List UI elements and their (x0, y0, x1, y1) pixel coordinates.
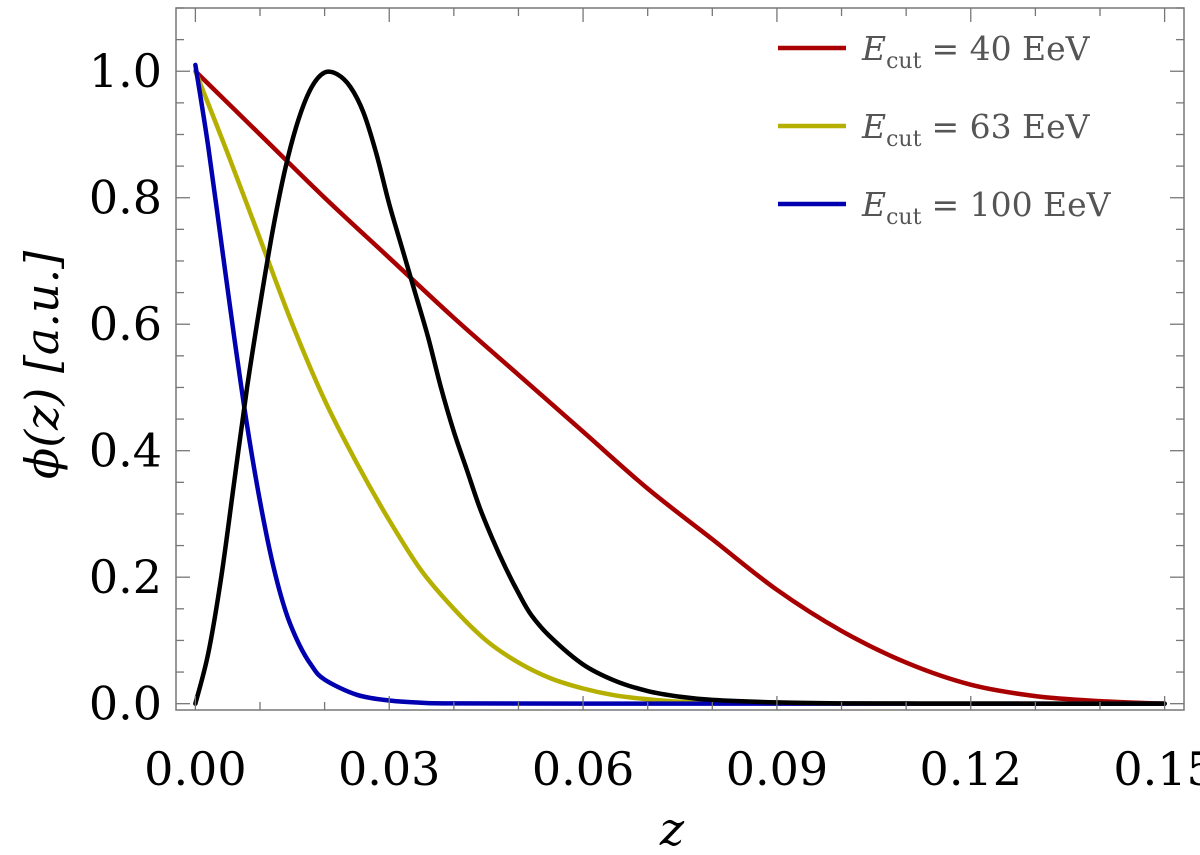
x-axis-label: z (659, 802, 685, 855)
series-line-1 (193, 68, 1167, 706)
y-tick-label: 0.0 (89, 677, 162, 731)
x-tick-label: 0.12 (920, 742, 1022, 796)
y-tick-label: 0.6 (89, 297, 162, 351)
series-layer (193, 62, 1167, 706)
y-tick-label: 1.0 (89, 44, 162, 98)
plot-frame (175, 7, 1185, 711)
x-tick-label: 0.06 (532, 742, 634, 796)
legend-entry: Ecut = 63 EeV (861, 107, 1091, 152)
legend: Ecut = 40 EeV Ecut = 63 EeV Ecut = 100 EeV (778, 29, 1112, 230)
x-tick-label: 0.03 (338, 742, 440, 796)
y-tick-labels: 0.0 0.2 0.4 0.6 0.8 1.0 (89, 44, 162, 730)
y-tick-label: 0.8 (89, 171, 162, 225)
y-tick-label: 0.2 (89, 550, 162, 604)
y-tick-label: 0.4 (89, 424, 162, 478)
x-tick-label: 0.09 (726, 742, 828, 796)
legend-entry: Ecut = 40 EeV (861, 29, 1091, 74)
legend-entry: Ecut = 100 EeV (861, 185, 1112, 230)
y-axis-label: ϕ(z) [a.u.] (15, 251, 69, 479)
x-tick-label: 0.15 (1113, 742, 1200, 796)
series-line-3 (193, 62, 1167, 706)
x-tick-labels: 0.00 0.03 0.06 0.09 0.12 0.15 (144, 742, 1200, 796)
series-line-4 (193, 69, 1167, 706)
x-tick-label: 0.00 (144, 742, 246, 796)
